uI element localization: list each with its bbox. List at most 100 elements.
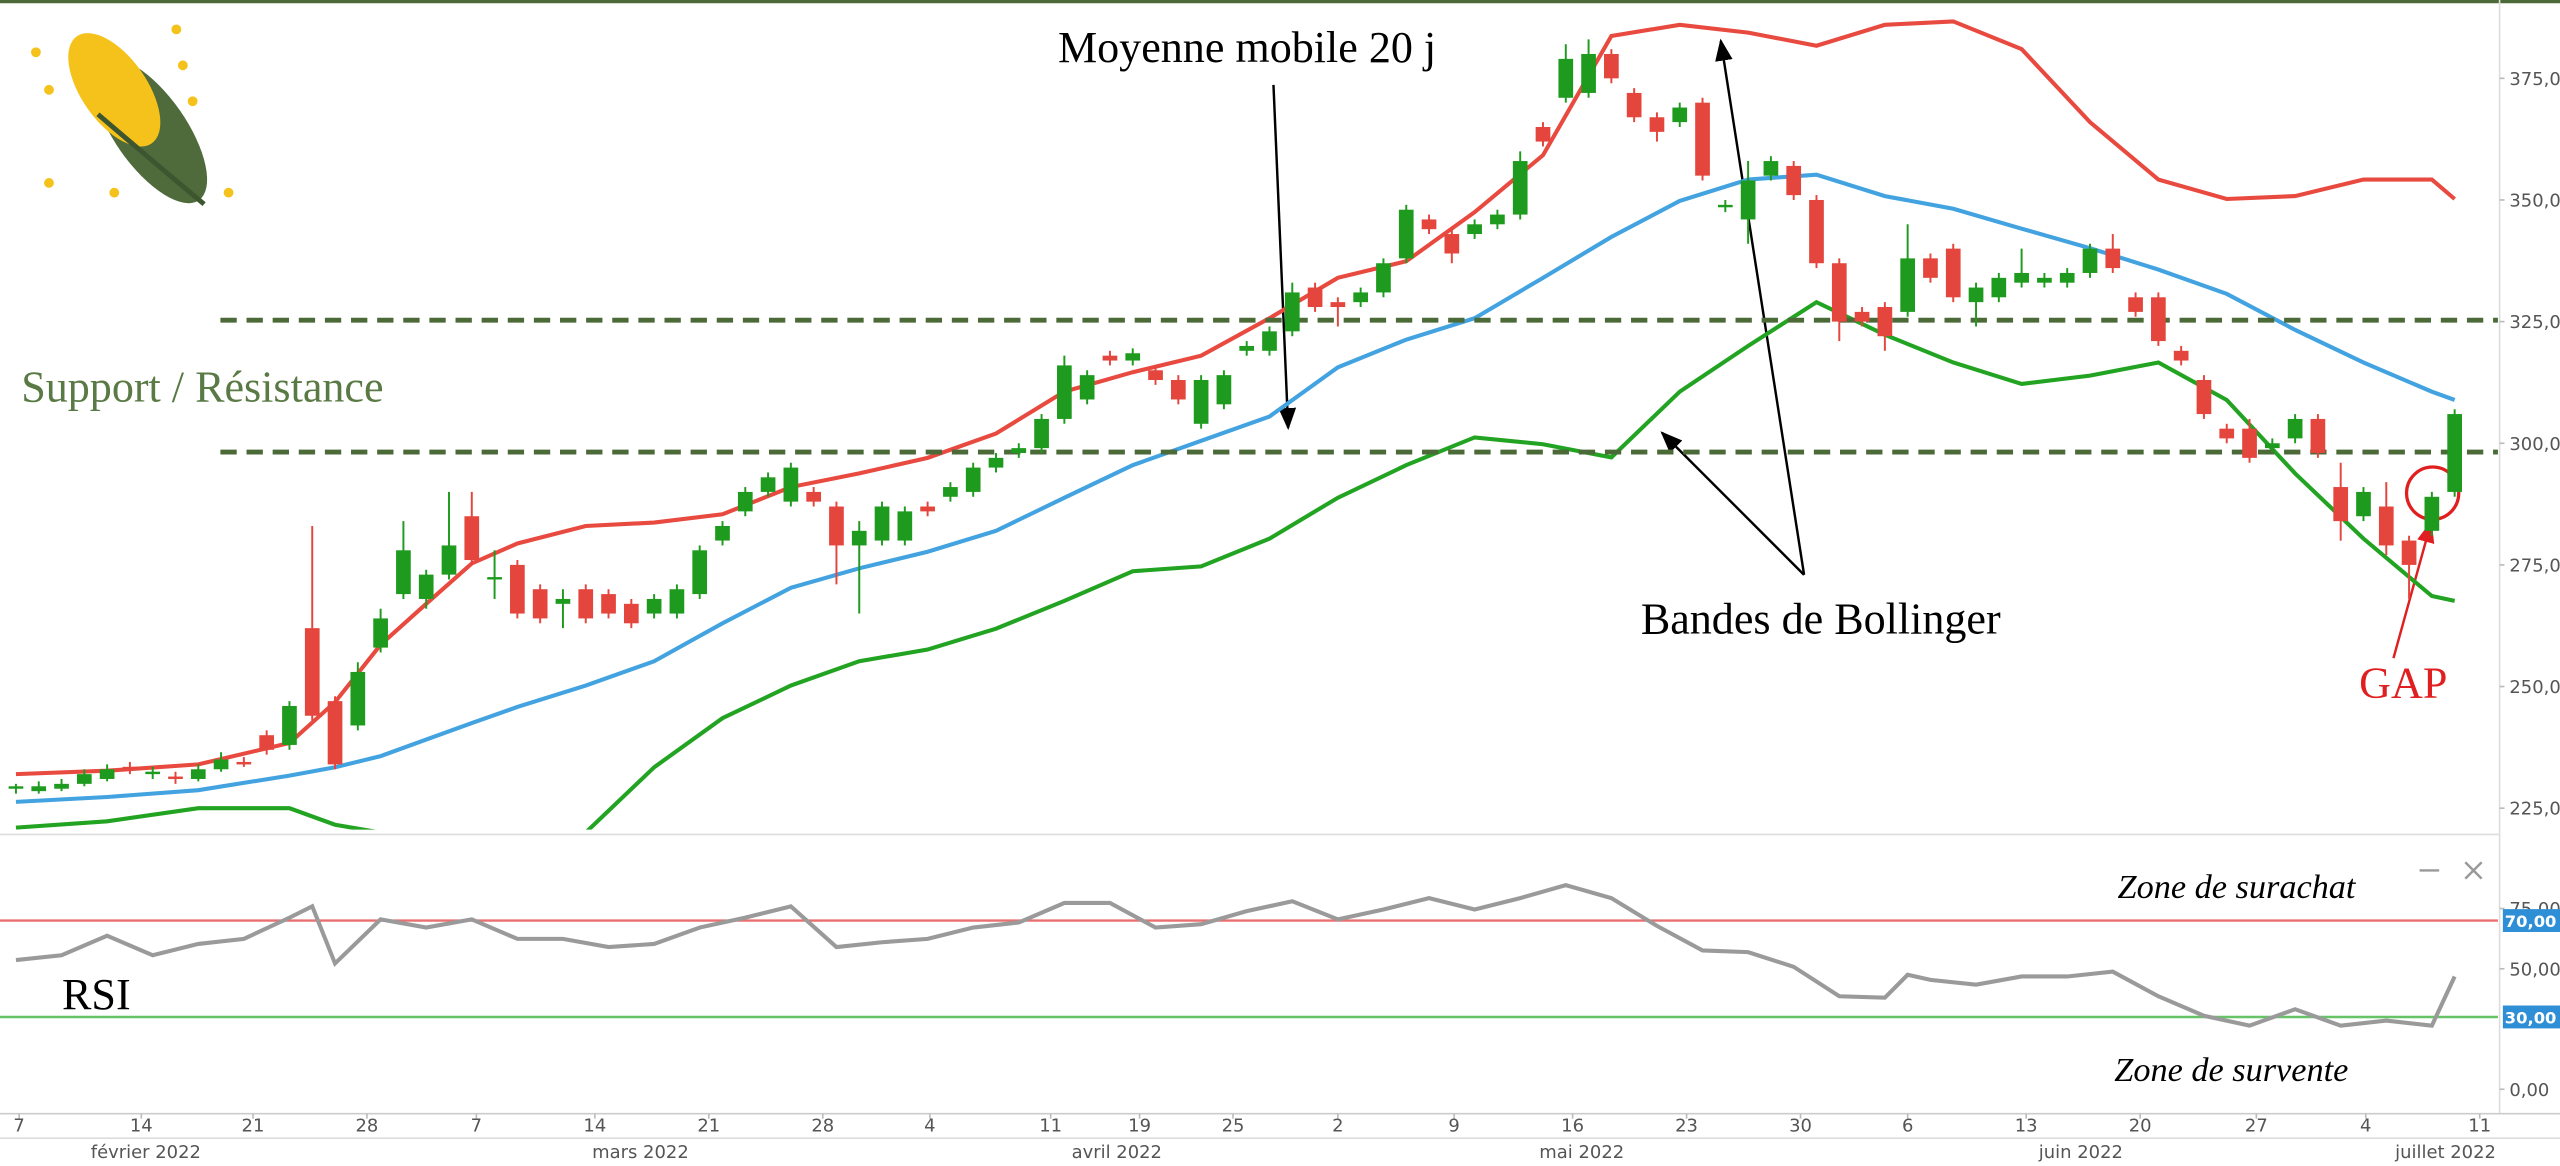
annotation: Moyenne mobile 20 j	[1058, 23, 1436, 72]
annotation: GAP	[2359, 658, 2447, 707]
candle-body	[1809, 200, 1824, 263]
candle-body	[2037, 278, 2052, 283]
candle-body	[373, 618, 388, 647]
y-tick-label: 300,00	[2509, 434, 2560, 455]
candle-body	[9, 786, 24, 788]
candle-body	[1194, 380, 1209, 424]
candle-body	[1376, 263, 1391, 292]
candle-body	[1422, 219, 1437, 229]
month-label: avril 2022	[1072, 1142, 1162, 1163]
y-tick-label: 375,00	[2509, 69, 2560, 90]
candle-body	[533, 589, 548, 618]
candle-body	[282, 706, 297, 745]
x-tick-label: 11	[2468, 1116, 2491, 1137]
candle-body	[2333, 487, 2348, 521]
candle-body	[1695, 103, 1710, 176]
candle-body	[2425, 497, 2440, 531]
candle-body	[1581, 54, 1596, 93]
candle-body	[510, 565, 525, 614]
y-tick-label: 350,00	[2509, 191, 2560, 212]
rsi-level-label: 70,00	[2505, 912, 2557, 931]
candle-body	[1923, 258, 1938, 277]
candle-body	[601, 594, 616, 613]
month-label: mai 2022	[1539, 1142, 1624, 1163]
candle-body	[191, 769, 206, 779]
y-tick-label: 50,00	[2509, 959, 2560, 980]
candle-body	[624, 604, 639, 623]
candle-body	[328, 701, 343, 764]
x-tick-label: 23	[1675, 1116, 1698, 1137]
x-tick-label: 27	[2245, 1116, 2268, 1137]
candle-body	[464, 516, 479, 560]
x-tick-label: 14	[130, 1116, 153, 1137]
candle-body	[875, 507, 890, 541]
candle-body	[1399, 210, 1414, 259]
candle-body	[2379, 507, 2394, 546]
y-tick-label: 275,00	[2509, 555, 2560, 576]
candle-body	[100, 769, 115, 779]
candle-body	[1946, 249, 1961, 298]
candle-body	[2356, 492, 2371, 516]
y-tick-label: 0,00	[2509, 1080, 2549, 1101]
candle-body	[2174, 351, 2189, 361]
candle-body	[1786, 166, 1801, 195]
candle-body	[305, 628, 320, 716]
candle-body	[1536, 127, 1551, 142]
y-tick-label: 325,00	[2509, 312, 2560, 333]
month-label: juillet 2022	[2394, 1142, 2496, 1163]
candle-body	[1558, 59, 1573, 98]
candle-body	[168, 777, 183, 779]
x-tick-label: 7	[13, 1116, 24, 1137]
candle-body	[2060, 273, 2075, 283]
x-tick-label: 11	[1039, 1116, 1062, 1137]
x-tick-label: 20	[2129, 1116, 2152, 1137]
candle-body	[1331, 302, 1346, 307]
candle-body	[237, 762, 252, 764]
x-tick-label: 21	[697, 1116, 720, 1137]
candle-body	[670, 589, 685, 613]
candle-body	[806, 492, 821, 502]
candle-body	[1718, 205, 1733, 207]
candle-body	[77, 774, 92, 784]
candle-body	[396, 550, 411, 594]
candle-body	[2219, 429, 2234, 439]
candle-body	[784, 468, 799, 502]
candle-body	[1217, 375, 1232, 404]
candle-body	[738, 492, 753, 511]
annotation: Bandes de Bollinger	[1641, 595, 2001, 644]
x-tick-label: 28	[811, 1116, 834, 1137]
candle-body	[350, 672, 365, 726]
candle-body	[2311, 419, 2326, 453]
candle-body	[259, 735, 274, 750]
candle-body	[2197, 380, 2212, 414]
candle-body	[1125, 353, 1140, 360]
candle-body	[54, 784, 69, 789]
candle-body	[1057, 365, 1072, 419]
candle-body	[692, 550, 707, 594]
candle-body	[1308, 288, 1323, 307]
candle-body	[1832, 263, 1847, 321]
candle-body	[556, 599, 571, 604]
candle-body	[2288, 419, 2303, 438]
candle-body	[920, 507, 935, 512]
x-tick-label: 30	[1789, 1116, 1812, 1137]
candle-body	[2083, 249, 2098, 273]
x-tick-label: 14	[583, 1116, 606, 1137]
candle-body	[647, 599, 662, 614]
candle-body	[1855, 312, 1870, 322]
candle-body	[1741, 181, 1756, 220]
x-tick-label: 2	[1332, 1116, 1343, 1137]
x-tick-label: 4	[2360, 1116, 2371, 1137]
candle-body	[123, 767, 138, 769]
x-tick-label: 7	[471, 1116, 482, 1137]
candle-body	[1650, 117, 1665, 132]
candle-body	[852, 531, 867, 546]
x-tick-label: 13	[2015, 1116, 2038, 1137]
candle-body	[1991, 278, 2006, 297]
x-tick-label: 28	[356, 1116, 379, 1137]
candle-body	[943, 487, 958, 497]
candle-body	[761, 477, 776, 492]
candle-body	[1878, 307, 1893, 336]
candle-body	[419, 575, 434, 599]
candle-body	[1103, 356, 1118, 361]
